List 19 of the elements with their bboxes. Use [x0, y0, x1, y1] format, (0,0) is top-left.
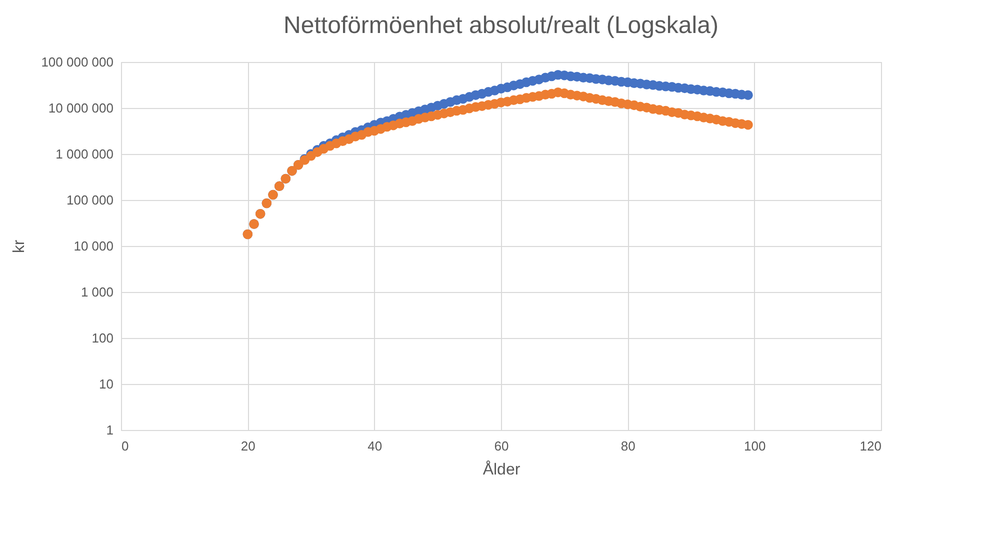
y-tick-label: 100 [92, 330, 114, 346]
y-tick-label: 10 000 000 [48, 100, 114, 116]
y-tick-label: 1 000 000 [56, 146, 114, 162]
x-tick-label: 20 [240, 438, 256, 454]
x-tick-label: 80 [620, 438, 636, 454]
x-tick-label: 120 [860, 438, 882, 454]
y-tick-label: 1 [106, 422, 114, 438]
y-tick-label: 100 000 000 [41, 54, 114, 70]
x-tick-label: 40 [368, 438, 382, 454]
y-tick-label: 10 000 [74, 238, 114, 254]
y-tick-label: 100 000 [66, 192, 114, 208]
y-tick-label: 10 [99, 376, 114, 392]
x-axis-title: Ålder [482, 460, 521, 478]
chart-title: Nettoförmöenhet absolut/realt (Logskala) [284, 12, 718, 39]
x-tick-label: 100 [744, 438, 766, 454]
y-tick-label: 1 000 [80, 284, 114, 300]
y-axis-title: kr [11, 239, 28, 254]
x-tick-label: 0 [122, 438, 129, 454]
x-tick-label: 60 [494, 438, 509, 454]
